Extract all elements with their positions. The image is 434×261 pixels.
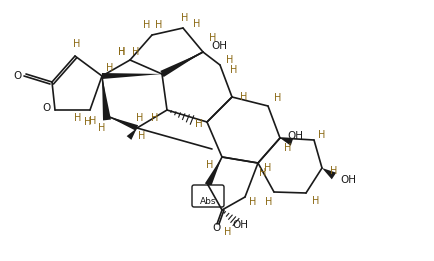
Text: H: H: [230, 65, 237, 75]
Polygon shape: [107, 116, 138, 131]
Text: H: H: [136, 113, 143, 123]
Polygon shape: [126, 128, 137, 140]
Text: OH: OH: [286, 131, 302, 141]
Text: OH: OH: [339, 175, 355, 185]
Text: H: H: [138, 131, 145, 141]
Text: H: H: [73, 39, 80, 49]
FancyBboxPatch shape: [191, 185, 224, 207]
Text: H: H: [151, 113, 158, 123]
Polygon shape: [279, 138, 293, 146]
Text: H: H: [155, 20, 162, 30]
Text: H: H: [224, 227, 231, 237]
Polygon shape: [204, 157, 221, 187]
Polygon shape: [102, 76, 111, 121]
Text: OH: OH: [210, 41, 227, 51]
Text: H: H: [312, 196, 319, 206]
Text: OH: OH: [231, 220, 247, 230]
Text: H: H: [274, 93, 281, 103]
Text: H: H: [74, 113, 82, 123]
Text: H: H: [284, 143, 291, 153]
Polygon shape: [321, 168, 335, 179]
Text: H: H: [249, 197, 256, 207]
Text: H: H: [259, 168, 266, 178]
Text: H: H: [226, 55, 233, 65]
Text: Abs: Abs: [199, 198, 216, 206]
Text: H: H: [118, 47, 125, 57]
Text: H: H: [106, 63, 113, 73]
Text: H: H: [98, 123, 105, 133]
Text: H: H: [89, 116, 96, 126]
Text: H: H: [84, 117, 92, 127]
Polygon shape: [160, 52, 203, 77]
Polygon shape: [102, 73, 161, 79]
Text: H: H: [265, 197, 272, 207]
Text: H: H: [181, 13, 188, 23]
Text: H: H: [318, 130, 325, 140]
Text: H: H: [209, 33, 216, 43]
Text: H: H: [118, 47, 125, 57]
Text: H: H: [193, 19, 200, 29]
Text: H: H: [195, 119, 202, 129]
Text: H: H: [206, 160, 213, 170]
Text: O: O: [14, 71, 22, 81]
Text: H: H: [143, 20, 150, 30]
Text: H: H: [132, 47, 139, 57]
Text: H: H: [240, 92, 247, 102]
Text: H: H: [329, 166, 337, 176]
Text: H: H: [264, 163, 271, 173]
Text: O: O: [43, 103, 51, 113]
Text: O: O: [212, 223, 220, 233]
